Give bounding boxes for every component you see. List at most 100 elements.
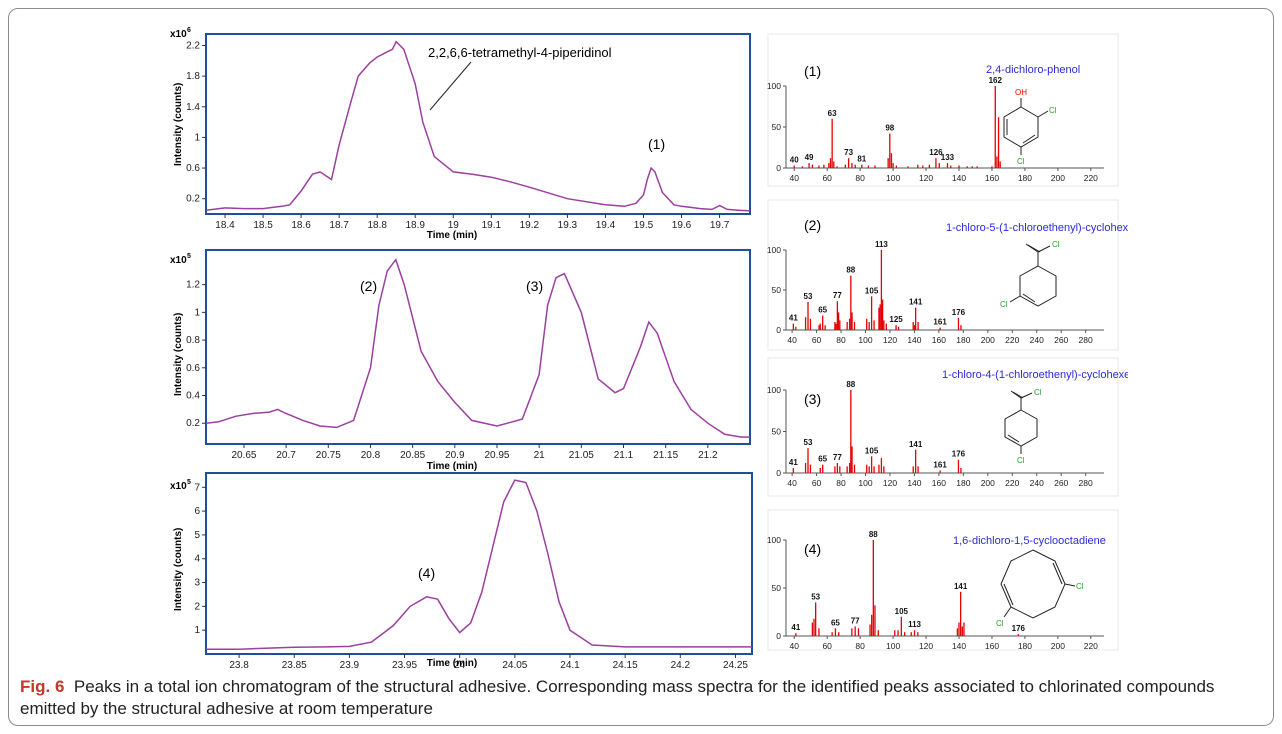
chromatogram-2-axes: 20.65 20.7 20.75 20.8 20.85 20.9 20.95 21 21.05 2… [186, 280, 718, 461]
x-tick-label: 120 [883, 335, 897, 345]
spectrum-4-label: (4) [804, 541, 821, 557]
y-tick-label: 0 [776, 468, 781, 478]
peak-label: 113 [875, 240, 888, 249]
spectrum-4-bars: 41 53 65 77 88 105 113 141 176 [791, 530, 1026, 636]
x-tick-label: 40 [790, 641, 800, 651]
structure-4-cl-a: Cl [1076, 582, 1084, 591]
x-tick-label: 20.9 [445, 450, 465, 461]
peak-label: 105 [865, 286, 879, 295]
spectrum-1-compound: 2,4-dichloro-phenol [986, 64, 1080, 76]
peak-label: 176 [952, 450, 966, 459]
x-tick-label: 60 [812, 478, 822, 488]
x-tick-label: 180 [956, 478, 970, 488]
spectrum-4-panel [767, 509, 1119, 651]
peak-label: 105 [865, 446, 879, 455]
x-tick-label: 19.4 [596, 220, 616, 231]
peak-label: 65 [818, 306, 827, 315]
y-tick-label: 100 [767, 385, 781, 395]
y-tick-label: 100 [767, 81, 781, 91]
x-tick-label: 18.4 [215, 220, 235, 231]
spectrum-2-panel [767, 199, 1119, 351]
peak-label: 53 [811, 592, 820, 601]
x-tick-label: 140 [952, 641, 966, 651]
peak-label: 41 [789, 458, 798, 467]
x-tick-label: 19.7 [710, 220, 730, 231]
structure-3-cl-a: Cl [1034, 388, 1042, 397]
peak-label: 161 [933, 318, 947, 327]
x-tick-label: 24.15 [613, 660, 638, 671]
mass-spectra: 40 60 80 100 120 140 160 180 200 220 0 50 100 40 49 63… [767, 33, 1147, 651]
y-tick-label: 5 [194, 530, 200, 541]
y-tick-label: 2.2 [186, 40, 200, 51]
peak-label: 81 [857, 155, 866, 164]
peak-label: 77 [833, 291, 842, 300]
x-tick-label: 19.6 [672, 220, 692, 231]
peak-label: 53 [804, 438, 813, 447]
x-tick-label: 20.75 [316, 450, 341, 461]
structure-chloroethenyl-cyclohexene-1 [1009, 243, 1057, 307]
x-tick-label: 100 [886, 173, 900, 183]
x-tick-label: 23.95 [392, 660, 417, 671]
y-tick-label: 0 [776, 325, 781, 335]
structure-cyclooctadiene [1000, 549, 1076, 619]
peak-label: 77 [851, 616, 860, 625]
x-tick-label: 200 [1051, 641, 1065, 651]
peak-label: 141 [909, 298, 923, 307]
x-tick-label: 220 [1084, 641, 1098, 651]
x-tick-label: 40 [787, 478, 797, 488]
x-tick-label: 220 [1005, 335, 1019, 345]
y-tick-label: 0.2 [186, 418, 200, 429]
y-tick-label: 0.2 [186, 194, 200, 205]
peak-label: 176 [1012, 624, 1026, 633]
x-tick-label: 40 [787, 335, 797, 345]
x-tick-label: 24 [454, 660, 466, 671]
figure-caption-text: Peaks in a total ion chromatogram of the… [20, 677, 1215, 718]
x-tick-label: 120 [883, 478, 897, 488]
x-tick-label: 19.2 [520, 220, 540, 231]
x-tick-label: 18.9 [405, 220, 425, 231]
y-tick-label: 50 [772, 427, 782, 437]
spectrum-3-compound: 1-chloro-4-(1-chloroethenyl)-cyclohexene [942, 369, 1128, 381]
x-tick-label: 200 [981, 335, 995, 345]
x-tick-label: 160 [932, 335, 946, 345]
chromatogram-3-exponent: 5 [187, 479, 191, 486]
spectrum-3-label: (3) [804, 391, 821, 407]
peak-label: 65 [818, 455, 827, 464]
x-tick-label: 21.2 [698, 450, 718, 461]
y-tick-label: 3 [194, 578, 200, 589]
y-tick-label: 0.4 [186, 391, 200, 402]
x-tick-label: 80 [836, 478, 846, 488]
y-tick-label: 50 [772, 122, 782, 132]
x-tick-label: 23.9 [340, 660, 360, 671]
x-tick-label: 160 [985, 641, 999, 651]
x-tick-label: 20.95 [484, 450, 509, 461]
y-tick-label: 6 [194, 506, 200, 517]
y-tick-label: 0 [776, 631, 781, 641]
spectrum-1-panel [767, 33, 1119, 187]
y-tick-label: 50 [772, 285, 782, 295]
peak-label: 162 [989, 76, 1003, 85]
x-tick-label: 21.05 [569, 450, 594, 461]
spectrum-2-compound: 1-chloro-5-(1-chloroethenyl)-cyclohexene [946, 222, 1128, 234]
y-tick-label: 4 [194, 554, 200, 565]
chromatogram-1-annotation-pointer [429, 61, 472, 111]
chromatogram-1-xlabel: Time (min) [427, 230, 477, 241]
x-tick-label: 24.2 [671, 660, 691, 671]
chromatogram-2-peak-label-3: (3) [526, 278, 543, 294]
x-tick-label: 21.15 [653, 450, 678, 461]
x-tick-label: 280 [1079, 478, 1093, 488]
chromatogram-2-multiplier: x10 [170, 255, 187, 266]
x-tick-label: 260 [1054, 478, 1068, 488]
x-tick-label: 24.1 [560, 660, 580, 671]
chromatogram-1-frame [205, 33, 751, 215]
structure-2-cl-a: Cl [1052, 240, 1060, 249]
chromatogram-2-frame [205, 249, 751, 445]
peak-label: 53 [804, 292, 813, 301]
x-tick-label: 140 [952, 173, 966, 183]
chromatogram-2-peak-label-2: (2) [360, 278, 377, 294]
x-tick-label: 120 [919, 173, 933, 183]
peak-label: 63 [828, 109, 837, 118]
x-tick-label: 20.8 [361, 450, 381, 461]
y-tick-label: 100 [767, 245, 781, 255]
